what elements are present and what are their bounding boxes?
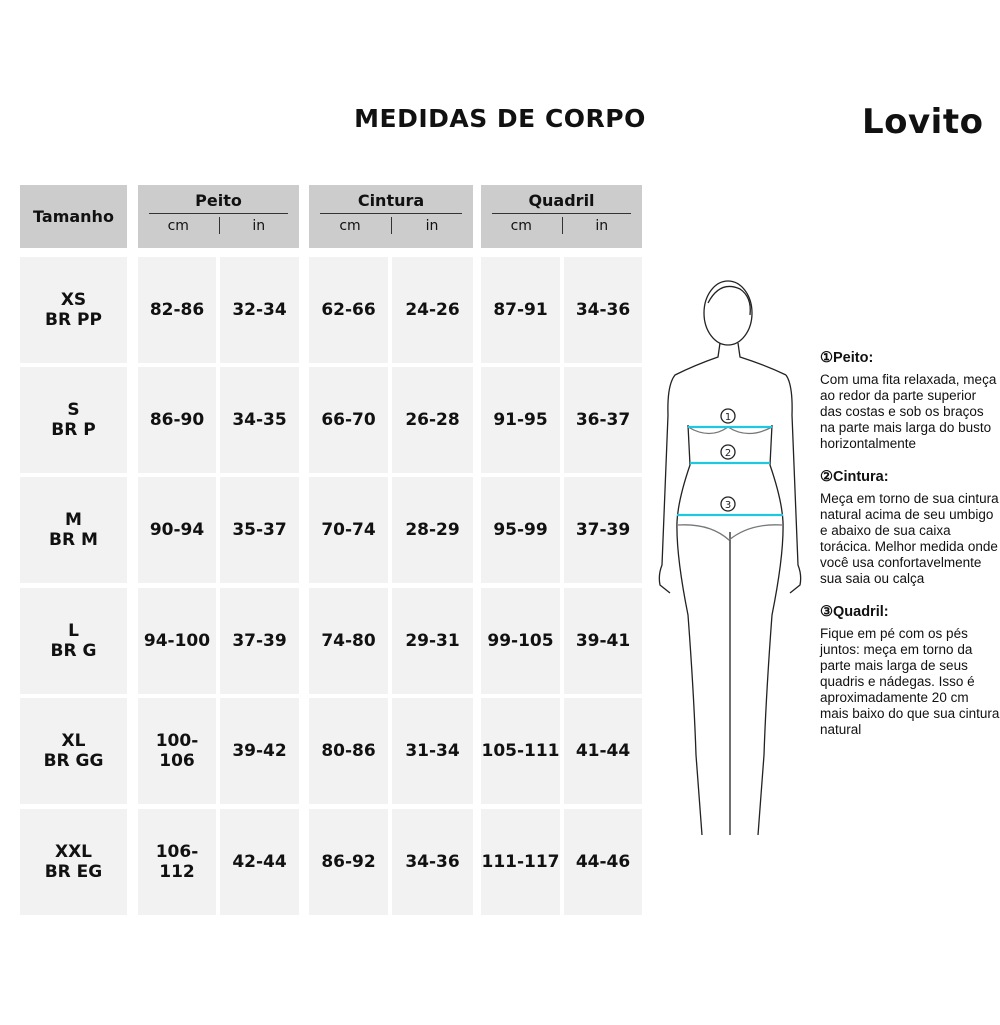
marker-circle (720, 444, 736, 460)
measurement-cell: 70-74 (309, 477, 388, 583)
br-size-label: BR PP (45, 310, 102, 330)
measurement-cell: 35-37 (220, 477, 299, 583)
unit-label: cm (510, 218, 532, 234)
measurement-cell: 31-34 (392, 698, 473, 804)
measurement-cell: 32-34 (220, 257, 299, 363)
instruction-text: Com uma fita relaxada, meça ao redor da … (820, 372, 997, 451)
br-size-label: BR GG (43, 751, 104, 771)
size-cell: S BR P (20, 367, 127, 473)
measurement-cell: 42-44 (220, 809, 299, 915)
group-label: Cintura (357, 191, 425, 210)
measurement-cell: 62-66 (309, 257, 388, 363)
divider (149, 213, 288, 214)
measurement-cell: 82-86 (138, 257, 216, 363)
torso-legs (676, 424, 784, 835)
size-cell: L BR G (20, 588, 127, 694)
measurement-cell: 94-100 (138, 588, 216, 694)
divider (492, 213, 631, 214)
size-cell: XL BR GG (20, 698, 127, 804)
group-header-peito: Peito cm in (138, 185, 299, 248)
instruction-text: Fique em pé com os pés juntos: meça em t… (820, 626, 1000, 737)
group-label: Peito (195, 191, 242, 210)
marker-circle (720, 496, 736, 512)
unit-label: in (252, 218, 266, 234)
br-size-label: BR EG (44, 862, 103, 882)
marker-circle (720, 408, 736, 424)
divider (218, 217, 220, 234)
measurement-cell: 91-95 (481, 367, 560, 473)
size-cell: XS BR PP (20, 257, 127, 363)
instruction-text: Meça em torno de sua cintura natural aci… (820, 491, 999, 586)
br-size-label: BR P (51, 420, 96, 440)
measurement-cell: 34-36 (564, 257, 642, 363)
measurement-cell: 26-28 (392, 367, 473, 473)
measurement-cell: 34-36 (392, 809, 473, 915)
measurement-cell: 87-91 (481, 257, 560, 363)
measurement-cell: 86-90 (138, 367, 216, 473)
measurement-cell: 95-99 (481, 477, 560, 583)
marker-number: 1 (725, 412, 731, 423)
measurement-cell: 24-26 (392, 257, 473, 363)
instruction-heading: ②Cintura: (820, 469, 889, 485)
size-label: L (68, 621, 79, 641)
unit-label: cm (167, 218, 189, 234)
group-header-cintura: Cintura cm in (309, 185, 473, 248)
body-contours (677, 426, 783, 541)
br-size-label: BR M (49, 530, 98, 550)
divider (561, 217, 563, 234)
measurement-cell: 37-39 (564, 477, 642, 583)
measurement-cell: 90-94 (138, 477, 216, 583)
divider (391, 217, 392, 234)
brand-logo: Lovito (862, 102, 984, 142)
measurement-cell: 39-42 (220, 698, 299, 804)
measurement-cell: 66-70 (309, 367, 388, 473)
size-header: Tamanho (20, 185, 127, 248)
group-header-quadril: Quadril cm in (481, 185, 642, 248)
instruction-heading: ③Quadril: (820, 604, 889, 620)
measurement-cell: 41-44 (564, 698, 642, 804)
measurement-cell: 37-39 (220, 588, 299, 694)
body-figure-illustration: 1 2 3 (658, 280, 802, 835)
size-label: M (65, 510, 82, 530)
measurement-cell: 105-111 (481, 698, 560, 804)
measurement-cell: 106-112 (138, 809, 216, 915)
head (703, 280, 753, 346)
instruction-heading: ①Peito: (820, 350, 874, 366)
size-label: S (67, 400, 80, 420)
measurement-cell: 34-35 (220, 367, 299, 473)
measurement-cell: 111-117 (481, 809, 560, 915)
measurement-lines: 1 2 3 (677, 408, 783, 517)
measurement-cell: 29-31 (392, 588, 473, 694)
marker-number: 2 (725, 448, 731, 459)
instructions-panel: ①Peito: Com uma fita relaxada, meça ao re… (820, 350, 1000, 755)
page-title: MEDIDAS DE CORPO (354, 104, 646, 133)
measurement-cell: 39-41 (564, 588, 642, 694)
measurement-cell: 44-46 (564, 809, 642, 915)
hair (707, 285, 751, 316)
size-label: XS (60, 290, 87, 310)
measurement-cell: 28-29 (392, 477, 473, 583)
unit-label: in (595, 218, 609, 234)
measurement-cell: 80-86 (309, 698, 388, 804)
size-cell: M BR M (20, 477, 127, 583)
size-cell: XXL BR EG (20, 809, 127, 915)
size-label: XXL (54, 842, 93, 862)
measurement-cell: 74-80 (309, 588, 388, 694)
size-label: XL (61, 731, 86, 751)
marker-number: 3 (725, 500, 731, 511)
group-label: Quadril (528, 191, 595, 210)
shoulders-arms (658, 342, 802, 594)
measurement-cell: 86-92 (309, 809, 388, 915)
measurement-cell: 100-106 (138, 698, 216, 804)
br-size-label: BR G (50, 641, 97, 661)
measurement-cell: 99-105 (481, 588, 560, 694)
divider (320, 213, 462, 214)
unit-label: cm (339, 218, 361, 234)
unit-label: in (425, 218, 439, 234)
measurement-cell: 36-37 (564, 367, 642, 473)
